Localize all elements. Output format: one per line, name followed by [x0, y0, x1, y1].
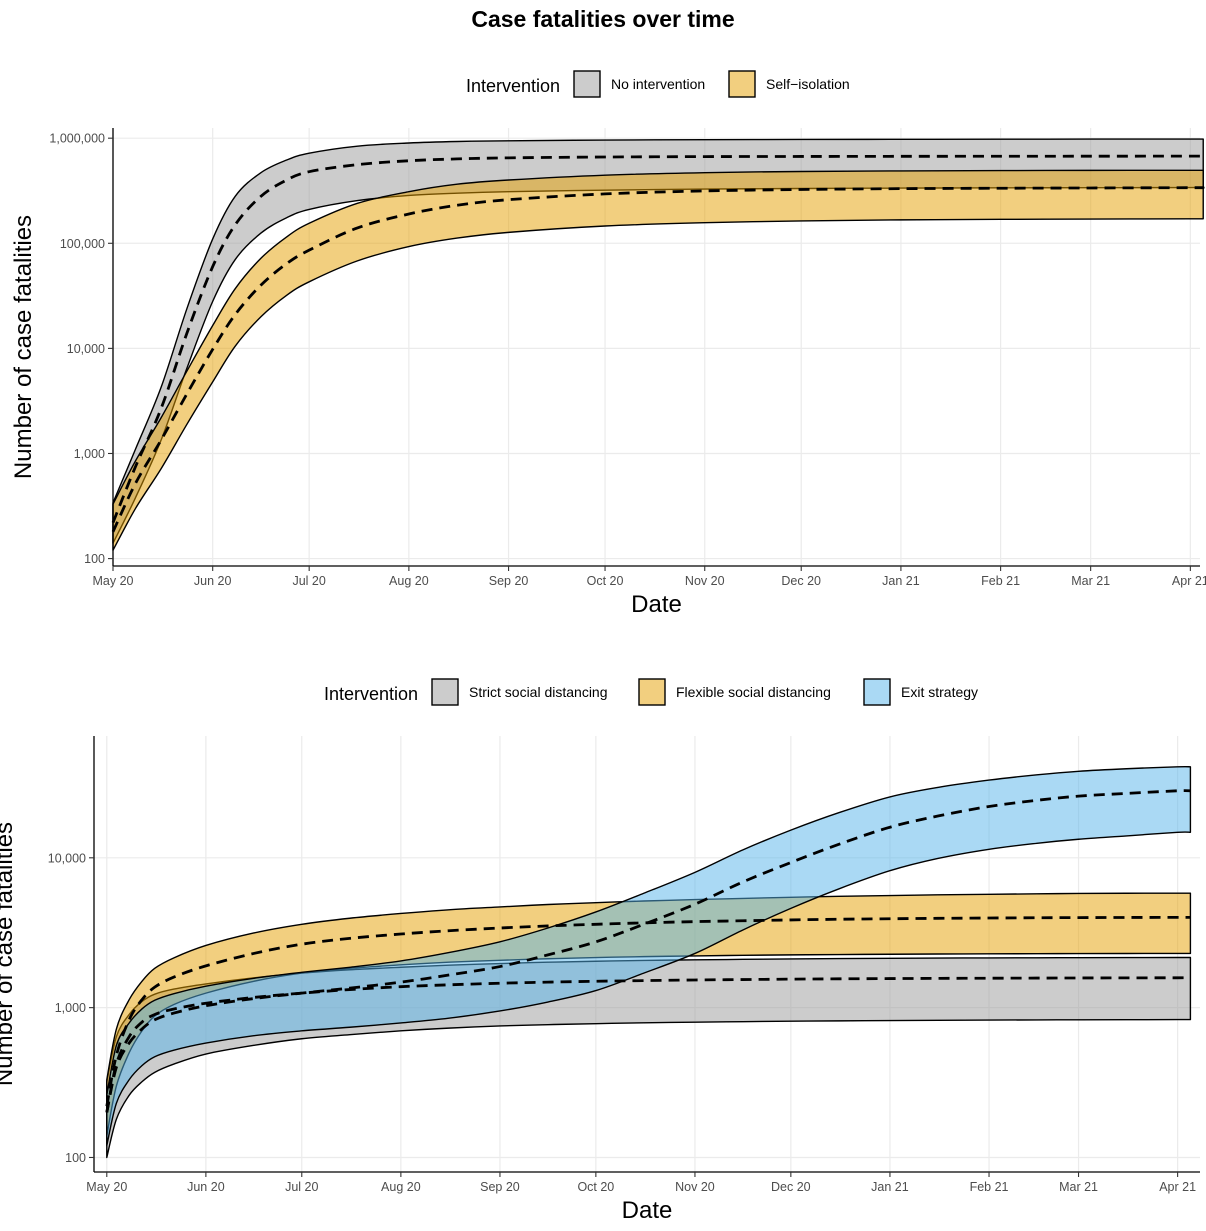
- legend-label: Strict social distancing: [469, 684, 608, 700]
- y-axis-title: Number of case fatalities: [0, 822, 18, 1086]
- legend-item: No intervention: [573, 70, 705, 98]
- x-tick-label: Aug 20: [389, 574, 429, 588]
- x-tick-label: Jul 20: [292, 574, 325, 588]
- y-tick-label: 1,000,000: [49, 132, 105, 146]
- x-tick-label: Oct 20: [587, 574, 624, 588]
- page-title: Case fatalities over time: [471, 6, 735, 32]
- series-exit-strategy: [106, 765, 1192, 1147]
- x-tick-label: Aug 20: [381, 1180, 421, 1194]
- x-tick-label: Apr 21: [1159, 1180, 1196, 1194]
- legend: Intervention Strict social distancing Flex…: [324, 678, 978, 706]
- x-tick-label: Nov 20: [685, 574, 725, 588]
- y-tick-label: 100: [65, 1151, 86, 1165]
- y-tick-label: 10,000: [67, 342, 105, 356]
- legend-item: Self−isolation: [728, 70, 850, 98]
- y-tick-label: 10,000: [48, 851, 86, 865]
- legend-title: Intervention: [466, 76, 560, 96]
- legend-label: No intervention: [611, 76, 705, 92]
- legend: Intervention No intervention Self−isolatio…: [466, 70, 850, 98]
- legend-swatch: [638, 678, 666, 706]
- y-axis-title: Number of case fatalities: [10, 215, 37, 479]
- x-tick-label: Mar 21: [1059, 1180, 1098, 1194]
- chart-panel-1: May 20 Jun 20 Jul 20 Aug 20 Sep 20 Oct 20 Nov …: [10, 70, 1206, 618]
- ribbon-area: [112, 169, 1204, 551]
- x-axis-title: Date: [622, 1197, 673, 1224]
- legend-swatch: [431, 678, 459, 706]
- median-line: [105, 915, 1191, 1107]
- legend-label: Flexible social distancing: [676, 684, 831, 700]
- x-tick-label: May 20: [93, 574, 134, 588]
- y-tick-label: 1,000: [55, 1001, 86, 1015]
- x-tick-label: Feb 21: [981, 574, 1020, 588]
- x-tick-label: Sep 20: [489, 574, 529, 588]
- median-line: [111, 154, 1205, 524]
- x-tick-label: Dec 20: [771, 1180, 811, 1194]
- legend-swatch: [728, 70, 756, 98]
- x-tick-label: Mar 21: [1071, 574, 1110, 588]
- legend-swatch: [573, 70, 601, 98]
- median-line: [111, 186, 1205, 533]
- y-tick-label: 100: [84, 552, 105, 566]
- chart-panel-2: May 20 Jun 20 Jul 20 Aug 20 Sep 20 Oct 20 Nov …: [0, 678, 1200, 1224]
- x-tick-label: Jan 21: [871, 1180, 909, 1194]
- x-tick-label: May 20: [86, 1180, 127, 1194]
- y-tick-label: 1,000: [74, 447, 105, 461]
- x-tick-label: Jun 20: [194, 574, 232, 588]
- median-line: [105, 789, 1191, 1113]
- legend-item: Exit strategy: [863, 678, 978, 706]
- legend-title: Intervention: [324, 684, 418, 704]
- x-tick-label: Jul 20: [285, 1180, 318, 1194]
- x-tick-label: Jun 20: [187, 1180, 225, 1194]
- legend-label: Self−isolation: [766, 76, 850, 92]
- x-tick-label: Dec 20: [781, 574, 821, 588]
- legend-swatch: [863, 678, 891, 706]
- x-tick-label: Apr 21: [1172, 574, 1206, 588]
- x-tick-label: Jan 21: [882, 574, 920, 588]
- legend-item: Flexible social distancing: [638, 678, 831, 706]
- x-tick-label: Sep 20: [480, 1180, 520, 1194]
- series-self-isolation: [112, 169, 1204, 551]
- x-tick-label: Feb 21: [970, 1180, 1009, 1194]
- median-line: [105, 976, 1191, 1113]
- ribbon-area: [106, 765, 1192, 1147]
- x-tick-label: Nov 20: [675, 1180, 715, 1194]
- y-tick-label: 100,000: [60, 237, 105, 251]
- x-axis-title: Date: [631, 591, 682, 618]
- x-tick-label: Oct 20: [577, 1180, 614, 1194]
- legend-item: Strict social distancing: [431, 678, 608, 706]
- legend-label: Exit strategy: [901, 684, 978, 700]
